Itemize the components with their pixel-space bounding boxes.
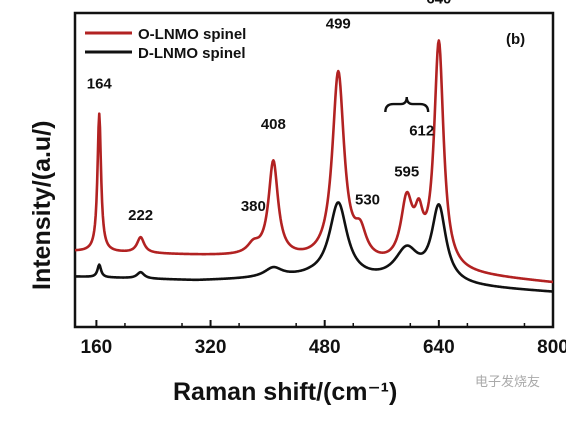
- series-line-1: [74, 201, 554, 293]
- legend: O-LNMO spinel D-LNMO spinel: [85, 26, 246, 62]
- x-ticks: 160 320 480 640 800: [81, 320, 566, 358]
- peak-label-222: 222: [128, 207, 153, 224]
- watermark-text: 电子发烧友: [475, 374, 540, 389]
- peak-label-380: 380: [241, 198, 266, 215]
- x-tick-label: 800: [537, 337, 566, 358]
- x-tick-label: 480: [309, 337, 341, 358]
- x-tick-label: 640: [423, 337, 455, 358]
- legend-label-d-lnmo: D-LNMO spinel: [138, 45, 246, 62]
- series-line-0: [74, 39, 554, 284]
- x-tick-label: 160: [81, 337, 113, 358]
- peak-label-530: 530: [355, 192, 380, 209]
- panel-label: (b): [506, 31, 525, 48]
- legend-label-o-lnmo: O-LNMO spinel: [138, 26, 246, 43]
- peak-annotations: 164 222 380 408 499 530 595 612 640: [87, 0, 452, 224]
- peak-label-640: 640: [426, 0, 451, 8]
- plot-border: [73, 11, 555, 329]
- x-axis-title: Raman shift/(cm⁻¹): [173, 378, 397, 406]
- curly-bracket: [384, 97, 430, 113]
- peak-label-408: 408: [261, 116, 286, 133]
- bracket-annotation: [384, 97, 430, 113]
- peak-label-612: 612: [409, 122, 434, 139]
- y-axis-title: Intensity/(a.u/): [28, 121, 56, 290]
- series-layer: [74, 39, 554, 293]
- peak-label-164: 164: [87, 75, 113, 92]
- peak-label-499: 499: [326, 16, 351, 33]
- peak-label-595: 595: [394, 163, 419, 180]
- x-tick-label: 320: [195, 337, 227, 358]
- plot-frame: [73, 11, 555, 329]
